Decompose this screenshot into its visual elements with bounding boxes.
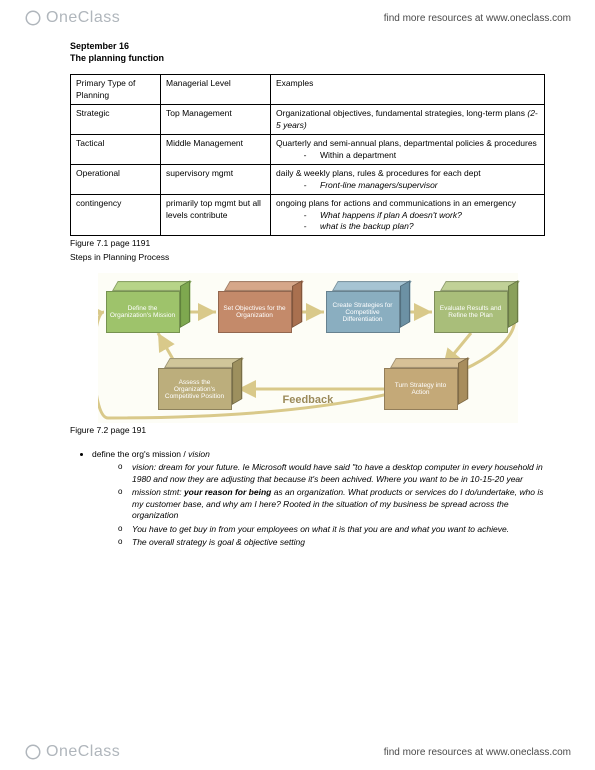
cell-example: Quarterly and semi-annual plans, departm… [271, 135, 545, 165]
th-managerial-level: Managerial Level [161, 75, 271, 105]
mission-vision-list: define the org's mission / vision vision… [70, 449, 545, 549]
list-item: vision: dream for your future. Ie Micros… [118, 462, 545, 485]
brand-circle-icon [24, 9, 42, 27]
cell-type: Operational [71, 165, 161, 195]
brand-circle-icon [24, 743, 42, 761]
cell-example: ongoing plans for actions and communicat… [271, 195, 545, 236]
cell-type: Strategic [71, 105, 161, 135]
flow-node: Create Strategies for Competitive Differ… [326, 291, 400, 333]
table-header-row: Primary Type of Planning Managerial Leve… [71, 75, 545, 105]
brand-logo: OneClass [24, 9, 120, 27]
brand-text: OneClass [46, 743, 120, 761]
page-title: The planning function [70, 52, 545, 64]
figure-7-1-caption: Figure 7.1 page 1191 [70, 238, 545, 249]
list-item: The overall strategy is goal & objective… [118, 537, 545, 548]
flow-node: Set Objectives for the Organization [218, 291, 292, 333]
date-heading: September 16 [70, 40, 545, 52]
planning-table: Primary Type of Planning Managerial Leve… [70, 74, 545, 236]
cell-example: Organizational objectives, fundamental s… [271, 105, 545, 135]
page-footer: OneClass find more resources at www.onec… [0, 738, 595, 766]
table-row: Strategic Top Management Organizational … [71, 105, 545, 135]
flow-node: Turn Strategy into Action [384, 368, 458, 410]
flow-node: Evaluate Results and Refine the Plan [434, 291, 508, 333]
list-item: mission stmt: your reason for being as a… [118, 487, 545, 521]
list-item: define the org's mission / vision vision… [92, 449, 545, 549]
table-row: Operational supervisory mgmt daily & wee… [71, 165, 545, 195]
page-content: September 16 The planning function Prima… [70, 40, 545, 730]
table-row: Tactical Middle Management Quarterly and… [71, 135, 545, 165]
steps-title: Steps in Planning Process [70, 252, 545, 263]
flow-node: Assess the Organization's Competitive Po… [158, 368, 232, 410]
th-examples: Examples [271, 75, 545, 105]
brand-text: OneClass [46, 9, 120, 27]
feedback-label: Feedback [283, 393, 334, 408]
flow-node: Define the Organization's Mission [106, 291, 180, 333]
brand-logo-footer: OneClass [24, 743, 120, 761]
cell-level: Top Management [161, 105, 271, 135]
cell-level: Middle Management [161, 135, 271, 165]
resources-link-bottom: find more resources at www.oneclass.com [384, 747, 571, 758]
cell-level: primarily top mgmt but all levels contri… [161, 195, 271, 236]
th-primary-type: Primary Type of Planning [71, 75, 161, 105]
table-row: contingency primarily top mgmt but all l… [71, 195, 545, 236]
resources-link-top: find more resources at www.oneclass.com [384, 13, 571, 24]
figure-7-2-caption: Figure 7.2 page 191 [70, 425, 545, 436]
cell-type: Tactical [71, 135, 161, 165]
page-header: OneClass find more resources at www.onec… [0, 4, 595, 32]
flow-diagram: Define the Organization's Mission Set Obj… [70, 273, 545, 423]
cell-level: supervisory mgmt [161, 165, 271, 195]
list-item: You have to get buy in from your employe… [118, 524, 545, 535]
cell-type: contingency [71, 195, 161, 236]
cell-example: daily & weekly plans, rules & procedures… [271, 165, 545, 195]
